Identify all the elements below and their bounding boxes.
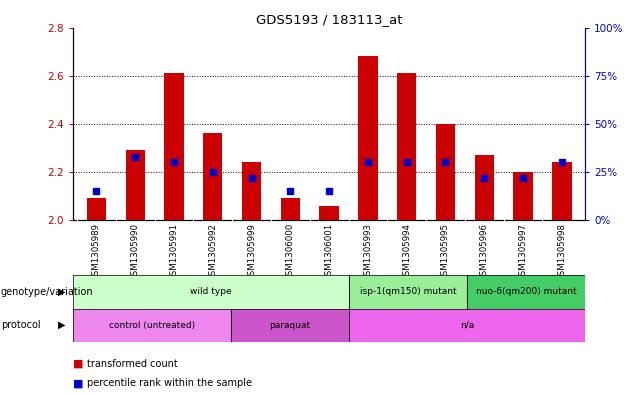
Text: GSM1305998: GSM1305998	[557, 223, 566, 281]
Text: ■: ■	[73, 358, 84, 369]
Bar	[467, 275, 585, 309]
Text: control (untreated): control (untreated)	[109, 321, 195, 330]
Text: GSM1305993: GSM1305993	[363, 223, 373, 281]
Text: GSM1305996: GSM1305996	[480, 223, 489, 281]
Bar	[242, 162, 261, 220]
Bar	[349, 275, 467, 309]
Text: GSM1305994: GSM1305994	[402, 223, 411, 281]
Point	[208, 169, 218, 175]
Bar	[280, 198, 300, 220]
Point	[363, 159, 373, 165]
Text: n/a: n/a	[460, 321, 474, 330]
Text: GSM1305990: GSM1305990	[131, 223, 140, 281]
Text: ■: ■	[73, 378, 84, 388]
Text: percentile rank within the sample: percentile rank within the sample	[87, 378, 252, 388]
Text: genotype/variation: genotype/variation	[1, 287, 93, 297]
Bar	[319, 206, 339, 220]
Point	[518, 174, 528, 181]
Text: protocol: protocol	[1, 320, 40, 330]
Bar	[358, 56, 378, 220]
Bar	[552, 162, 572, 220]
Point	[92, 188, 102, 194]
Point	[324, 188, 335, 194]
Text: GSM1305997: GSM1305997	[518, 223, 527, 281]
Point	[169, 159, 179, 165]
Text: GSM1305999: GSM1305999	[247, 223, 256, 281]
Text: GSM1305992: GSM1305992	[208, 223, 218, 281]
Text: paraquat: paraquat	[269, 321, 310, 330]
Bar	[231, 309, 349, 342]
Point	[479, 174, 489, 181]
Bar	[73, 309, 231, 342]
Point	[247, 174, 257, 181]
Bar	[397, 73, 417, 220]
Text: ▶: ▶	[58, 287, 66, 297]
Text: ▶: ▶	[58, 320, 66, 330]
Text: GSM1305991: GSM1305991	[169, 223, 179, 281]
Text: transformed count: transformed count	[87, 358, 178, 369]
Bar	[513, 172, 533, 220]
Point	[286, 188, 296, 194]
Bar	[86, 198, 106, 220]
Text: GSM1305989: GSM1305989	[92, 223, 101, 281]
Bar	[349, 309, 585, 342]
Text: isp-1(qm150) mutant: isp-1(qm150) mutant	[359, 287, 456, 296]
Bar	[203, 133, 223, 220]
Point	[556, 159, 567, 165]
Point	[401, 159, 411, 165]
Text: GSM1305995: GSM1305995	[441, 223, 450, 281]
Title: GDS5193 / 183113_at: GDS5193 / 183113_at	[256, 13, 403, 26]
Bar	[125, 150, 145, 220]
Bar	[436, 124, 455, 220]
Bar	[474, 155, 494, 220]
Point	[130, 153, 141, 160]
Point	[440, 159, 450, 165]
Text: GSM1306001: GSM1306001	[324, 223, 334, 281]
Text: nuo-6(qm200) mutant: nuo-6(qm200) mutant	[476, 287, 576, 296]
Bar	[164, 73, 184, 220]
Bar	[73, 275, 349, 309]
Text: GSM1306000: GSM1306000	[286, 223, 295, 281]
Text: wild type: wild type	[190, 287, 232, 296]
